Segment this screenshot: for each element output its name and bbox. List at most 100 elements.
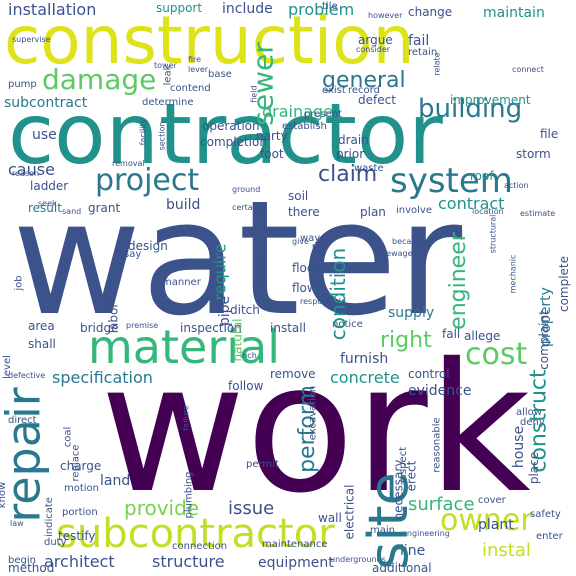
cloud-word: architect [44,552,115,571]
cloud-word: give [292,237,309,246]
cloud-word: house [511,425,528,469]
cloud-word: complete [557,255,572,313]
cloud-word: consider [356,45,391,54]
cloud-word: additional [372,561,432,575]
cloud-word: there [288,205,320,219]
cloud-word: plan [360,205,386,219]
cloud-word: structural [488,214,498,254]
cloud-word: fire [188,55,202,64]
cloud-word: problem [288,0,355,19]
cloud-word: establish [282,121,327,132]
cloud-word: area [28,319,55,333]
cloud-word: contend [170,83,211,94]
cloud-word: completion [200,135,267,149]
cloud-word: contractor [8,85,443,183]
cloud-word: level [1,355,13,379]
cloud-word: manner [162,277,201,288]
cloud-word: undergrounds [330,555,386,564]
cloud-word: labor [106,302,121,334]
cloud-word: certain [232,203,260,212]
cloud-word: connect [512,65,544,74]
cloud-word: connection [172,541,228,552]
cloud-word: location [472,207,504,216]
cloud-word: storm [516,147,551,161]
cloud-word: installation [8,0,97,19]
cloud-word: flooding [255,255,265,289]
cloud-word: tower [154,61,177,70]
cloud-word: remove [270,367,316,381]
cloud-word: excavation [307,385,319,441]
cloud-word: safety [530,509,561,520]
cloud-word: notice [332,319,363,330]
cloud-word: exist [322,85,346,96]
cloud-word: determine [142,97,194,108]
cloud-word: sewage [382,249,413,258]
cloud-word: equipment [258,555,334,571]
cloud-word: fail [408,33,430,49]
cloud-word: roof [470,169,494,183]
cloud-word: charge [60,459,102,473]
cloud-word: present [304,109,343,120]
cloud-word: shall [28,337,56,351]
cloud-word: build [166,197,201,213]
cloud-word: flow [292,281,317,295]
cloud-word: bridge [80,321,119,335]
cloud-word: owner [440,503,533,538]
cloud-word: involve [396,205,433,216]
cloud-word: cost [465,337,528,372]
cloud-word: mechanic [508,254,518,294]
cloud-word: main [370,525,395,536]
cloud-word: engineering [402,529,450,538]
cloud-word: complaint [536,310,551,370]
cloud-word: say [124,249,142,260]
cloud-word: file [540,127,559,141]
cloud-word: however [368,11,403,20]
cloud-word: claim [318,162,378,187]
cloud-word: argue [358,33,393,47]
cloud-word: follow [228,379,264,393]
cloud-word: portion [62,507,98,518]
cloud-word: indicate [43,497,55,537]
cloud-word: ditch [230,303,260,317]
cloud-word: premise [126,321,159,330]
cloud-word: fall [442,327,461,341]
cloud-word: engineer [445,232,471,330]
cloud-word: way [300,233,321,244]
cloud-word: operation [202,119,260,133]
cloud-word: party [256,129,288,143]
cloud-word: facility [138,118,148,146]
cloud-word: cause [8,160,55,179]
cloud-word: removal [112,159,145,168]
cloud-word: maintain [483,5,545,21]
cloud-word: enter [536,531,563,542]
cloud-word: require [210,243,230,301]
cloud-word: estimate [520,209,556,218]
cloud-word: deny [520,417,545,428]
cloud-word: contract [438,194,505,213]
cloud-word: supply [388,305,435,321]
cloud-word: direct [8,415,37,426]
cloud-word: general [322,68,406,93]
cloud-word: begin [8,555,36,566]
cloud-word: evidence [408,383,472,399]
cloud-word: control [408,367,450,381]
cloud-word: law [10,519,24,528]
cloud-word: pipe [217,295,234,327]
cloud-word: job [13,275,25,291]
cloud-word: condition [326,247,351,341]
cloud-word: field [249,85,259,103]
cloud-word: inch [240,351,257,360]
cloud-word: concrete [330,368,400,387]
cloud-word: change [408,5,453,19]
cloud-word: result [28,201,62,215]
cloud-word: support [156,1,203,15]
cloud-word: issue [228,498,275,519]
cloud-word: sewer [246,42,280,126]
cloud-word: defective [8,371,46,380]
cloud-word: leak [162,64,174,86]
cloud-word: line [400,543,426,559]
cloud-word: know [0,481,9,509]
cloud-word: surface [408,494,475,515]
cloud-word: subcontract [4,95,88,111]
cloud-word: responsible [300,297,346,306]
